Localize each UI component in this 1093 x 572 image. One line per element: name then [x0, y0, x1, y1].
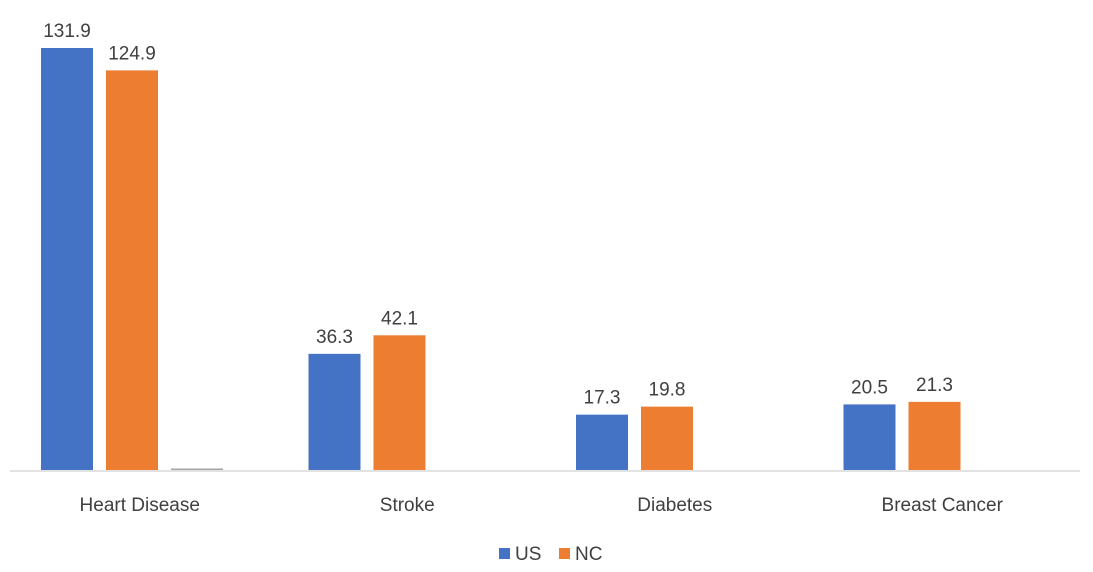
- legend: US NC: [499, 544, 602, 565]
- data-label-us-diabetes: 17.3: [584, 388, 621, 409]
- bar-nc-diabetes: [641, 406, 693, 470]
- bar-us-heart-disease: [41, 48, 93, 470]
- legend-swatch-us: [499, 548, 510, 559]
- category-label-diabetes: Diabetes: [637, 495, 712, 516]
- category-label-heart-disease: Heart Disease: [80, 495, 200, 516]
- category-label-stroke: Stroke: [380, 495, 435, 516]
- data-label-us-breast-cancer: 20.5: [851, 377, 888, 398]
- data-labels-layer: 131.9 124.9 36.3 42.1 17.3 19.8 20.5 21.3: [43, 21, 953, 409]
- bar-us-breast-cancer: [843, 404, 896, 470]
- category-labels-layer: Heart Disease Stroke Diabetes Breast Cancer: [80, 495, 1004, 516]
- legend-label-nc: NC: [575, 544, 602, 565]
- data-label-nc-breast-cancer: 21.3: [916, 375, 953, 396]
- data-label-nc-stroke: 42.1: [381, 308, 418, 329]
- data-label-nc-heart-disease: 124.9: [108, 43, 156, 64]
- legend-label-us: US: [515, 544, 541, 565]
- category-label-breast-cancer: Breast Cancer: [882, 495, 1004, 516]
- bar-nc-breast-cancer: [908, 401, 961, 470]
- bar-nc-heart-disease: [106, 70, 158, 470]
- data-label-nc-diabetes: 19.8: [649, 380, 686, 401]
- bar-us-stroke: [308, 353, 361, 470]
- bar-series-3-heart-disease: [171, 468, 223, 470]
- bars-layer: [41, 48, 961, 470]
- data-label-us-heart-disease: 131.9: [43, 21, 91, 42]
- data-label-us-stroke: 36.3: [316, 327, 353, 348]
- bar-us-diabetes: [576, 414, 628, 470]
- bar-nc-stroke: [373, 335, 426, 470]
- legend-swatch-nc: [559, 548, 570, 559]
